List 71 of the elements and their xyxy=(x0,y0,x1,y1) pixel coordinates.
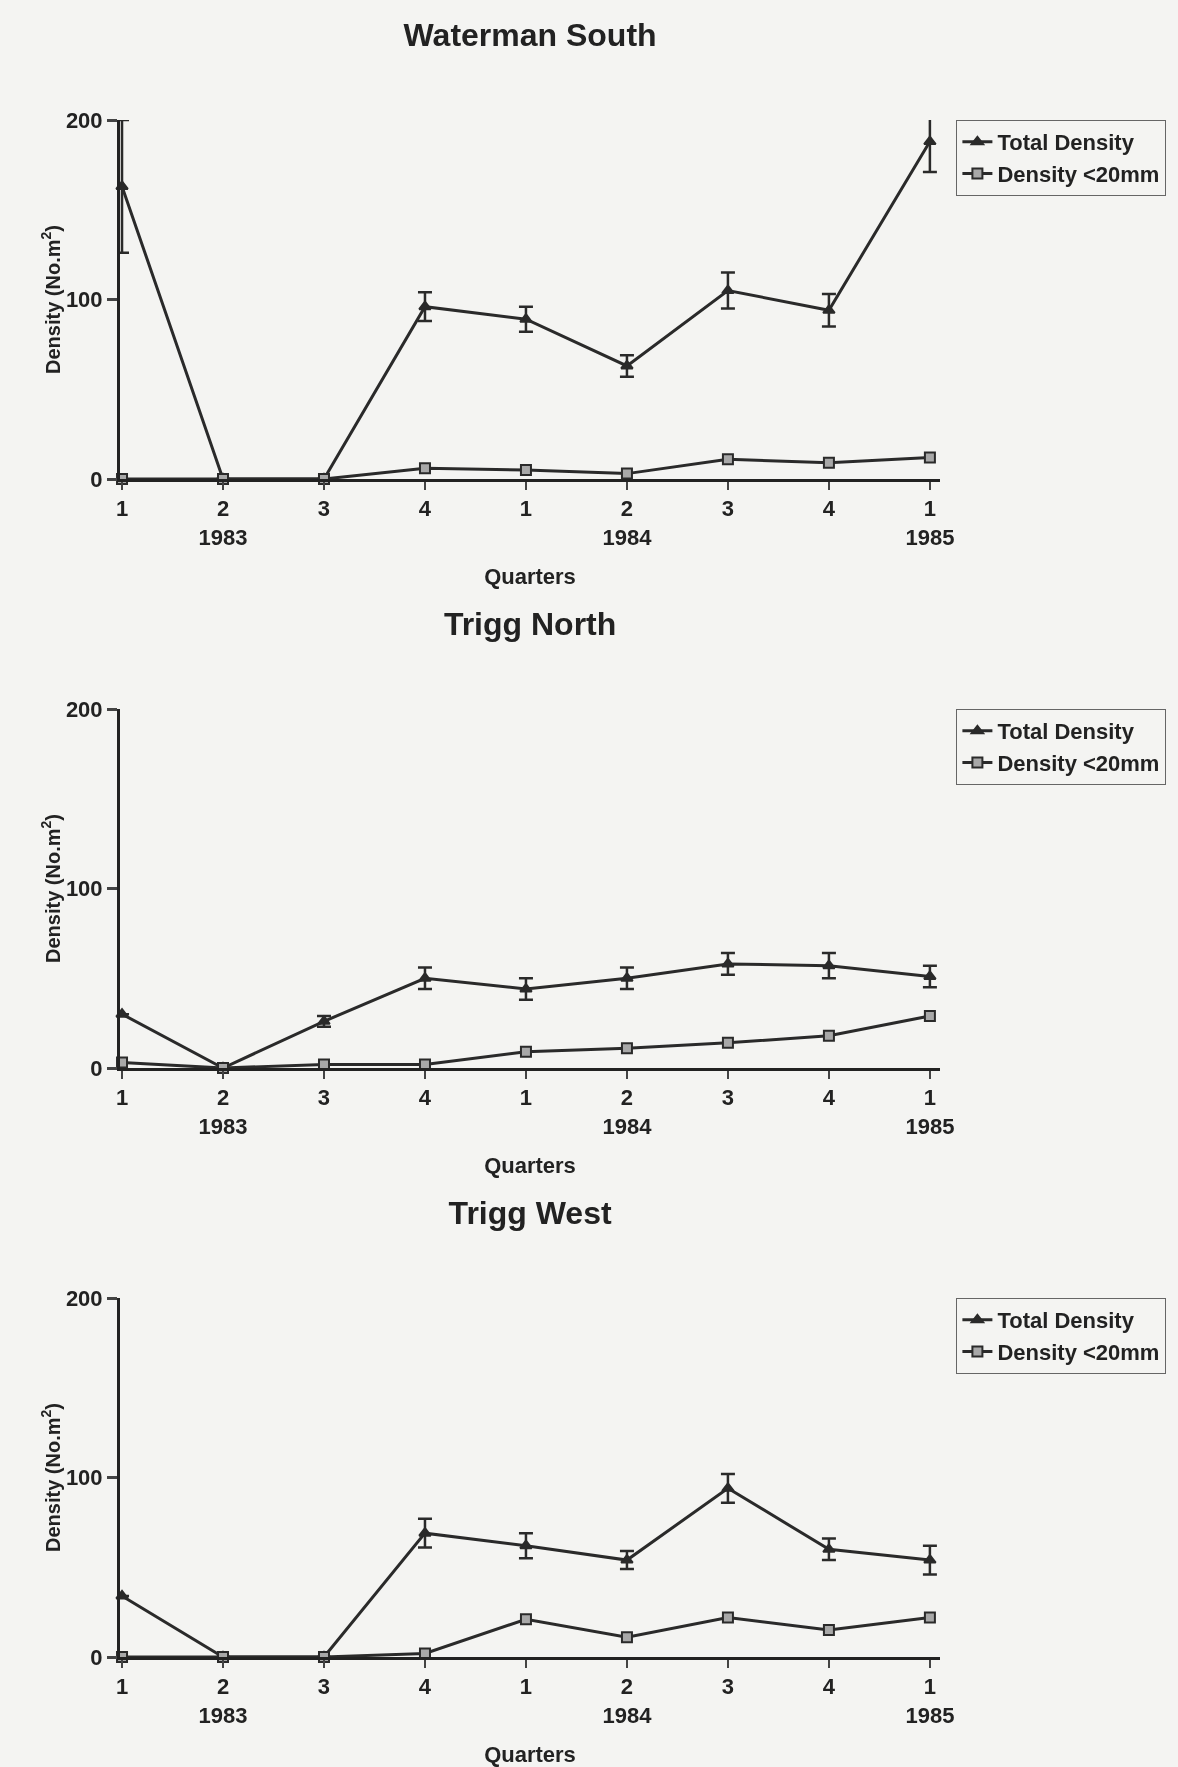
legend-label: Density <20mm xyxy=(997,750,1160,776)
x-tick-label: 3 xyxy=(317,1085,331,1111)
x-tick-label: 2 1983 xyxy=(198,496,248,550)
x-tick-label: 3 xyxy=(721,1674,735,1700)
x-tick-label: 4 xyxy=(418,1085,432,1111)
x-tick-label: 1 1985 xyxy=(905,1674,955,1728)
x-tick-label: 2 1984 xyxy=(602,1674,653,1728)
point xyxy=(620,1631,633,1644)
chart-title: Trigg West xyxy=(448,1194,612,1231)
x-tick-label: 1 xyxy=(519,1674,533,1700)
x-tick-label: 3 xyxy=(317,496,331,522)
point xyxy=(418,462,431,475)
point xyxy=(822,304,836,314)
point xyxy=(923,451,936,464)
x-tick-label: 3 xyxy=(721,496,735,522)
point xyxy=(620,1554,634,1564)
x-tick-label: 1 xyxy=(519,1085,533,1111)
point xyxy=(519,464,532,477)
y-tick-label: 200 xyxy=(65,107,103,133)
point xyxy=(923,135,937,146)
x-tick-label: 1 xyxy=(519,496,533,522)
x-tick-label: 4 xyxy=(418,1674,432,1700)
point xyxy=(519,1539,533,1550)
legend-label: Total Density xyxy=(997,719,1135,745)
y-tick-label: 0 xyxy=(90,1644,103,1670)
x-tick-label: 4 xyxy=(822,1674,836,1700)
legend-label: Density <20mm xyxy=(997,161,1160,187)
x-tick-label: 4 xyxy=(822,496,836,522)
point xyxy=(822,1624,835,1637)
point xyxy=(923,1611,936,1624)
point xyxy=(923,1554,937,1564)
point xyxy=(620,467,633,480)
y-tick-label: 200 xyxy=(65,696,103,722)
y-tick-label: 100 xyxy=(65,876,103,902)
point xyxy=(721,453,734,466)
x-tick-label: 3 xyxy=(317,1674,331,1700)
y-tick-label: 200 xyxy=(65,1285,103,1311)
x-tick-label: 2 1983 xyxy=(198,1085,248,1139)
x-axis-title: Quarters xyxy=(484,1741,576,1767)
x-tick-label: 2 1984 xyxy=(602,1085,653,1139)
legend-label: Density <20mm xyxy=(997,1339,1160,1365)
chart-title: Trigg North xyxy=(443,605,617,642)
x-tick-label: 1 1985 xyxy=(905,1085,955,1139)
x-tick-label: 4 xyxy=(418,496,432,522)
y-tick-label: 100 xyxy=(65,1465,103,1491)
legend-label: Total Density xyxy=(997,1308,1135,1334)
point xyxy=(519,1613,532,1626)
point xyxy=(721,1611,734,1624)
x-tick-label: 2 1983 xyxy=(198,1674,248,1728)
x-tick-label: 4 xyxy=(822,1085,836,1111)
y-tick-label: 0 xyxy=(90,1055,103,1081)
point xyxy=(418,300,432,311)
legend-label: Total Density xyxy=(997,130,1135,156)
point xyxy=(418,1527,432,1537)
point xyxy=(721,1482,735,1492)
point xyxy=(822,1543,836,1553)
x-tick-label: 2 1984 xyxy=(602,496,653,550)
chart-title: Waterman South xyxy=(403,16,657,53)
x-axis-title: Quarters xyxy=(484,563,576,589)
x-axis-title: Quarters xyxy=(484,1152,576,1178)
x-tick-label: 1 xyxy=(115,1085,129,1111)
point xyxy=(519,313,533,323)
x-tick-label: 1 1985 xyxy=(905,496,955,550)
y-tick-label: 0 xyxy=(90,466,103,492)
point xyxy=(721,284,735,295)
x-tick-label: 3 xyxy=(721,1085,735,1111)
point xyxy=(822,456,835,469)
x-tick-label: 1 xyxy=(115,496,129,522)
x-tick-label: 1 xyxy=(115,1674,129,1700)
y-tick-label: 100 xyxy=(65,287,103,313)
point xyxy=(620,359,634,370)
